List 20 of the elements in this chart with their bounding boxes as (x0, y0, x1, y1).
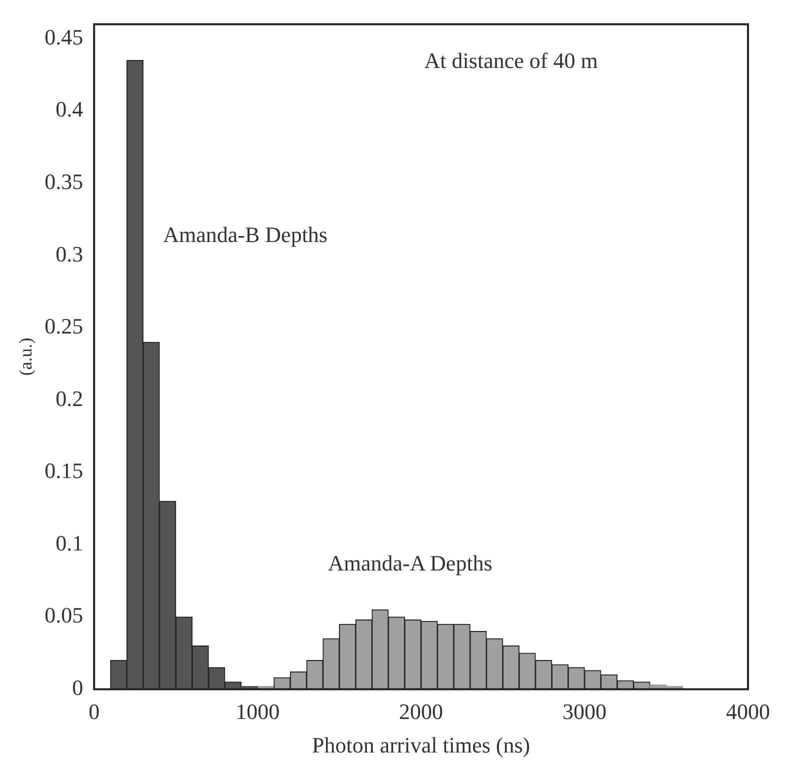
y-tick-label: 0.2 (56, 386, 84, 411)
x-tick-label: 0 (88, 699, 100, 724)
y-tick-label: 0.1 (56, 530, 84, 556)
y-tick-label: 0.35 (44, 169, 84, 194)
x-tick-label: 2000 (399, 699, 444, 724)
x-axis-title: Photon arrival times (ns) (312, 732, 530, 758)
x-tick-label: 4000 (726, 699, 770, 724)
y-tick-label: 0.25 (44, 314, 84, 339)
y-tick-label: 0.05 (44, 602, 84, 628)
y-axis-title: (a.u.) (16, 338, 36, 376)
y-tick-label: 0.45 (44, 24, 84, 50)
x-tick-label: 3000 (562, 699, 607, 724)
y-tick-label: 0.15 (44, 458, 84, 484)
text: Amanda-A Depths (328, 550, 492, 576)
y-tick-label: 0 (72, 674, 84, 700)
y-tick-label: 0.4 (56, 96, 84, 122)
x-tick-label: 1000 (236, 699, 280, 724)
series-label: Amanda-B Depths (163, 222, 328, 248)
annotation: At distance of 40 m (424, 48, 598, 73)
y-tick-label: 0.3 (56, 241, 84, 266)
